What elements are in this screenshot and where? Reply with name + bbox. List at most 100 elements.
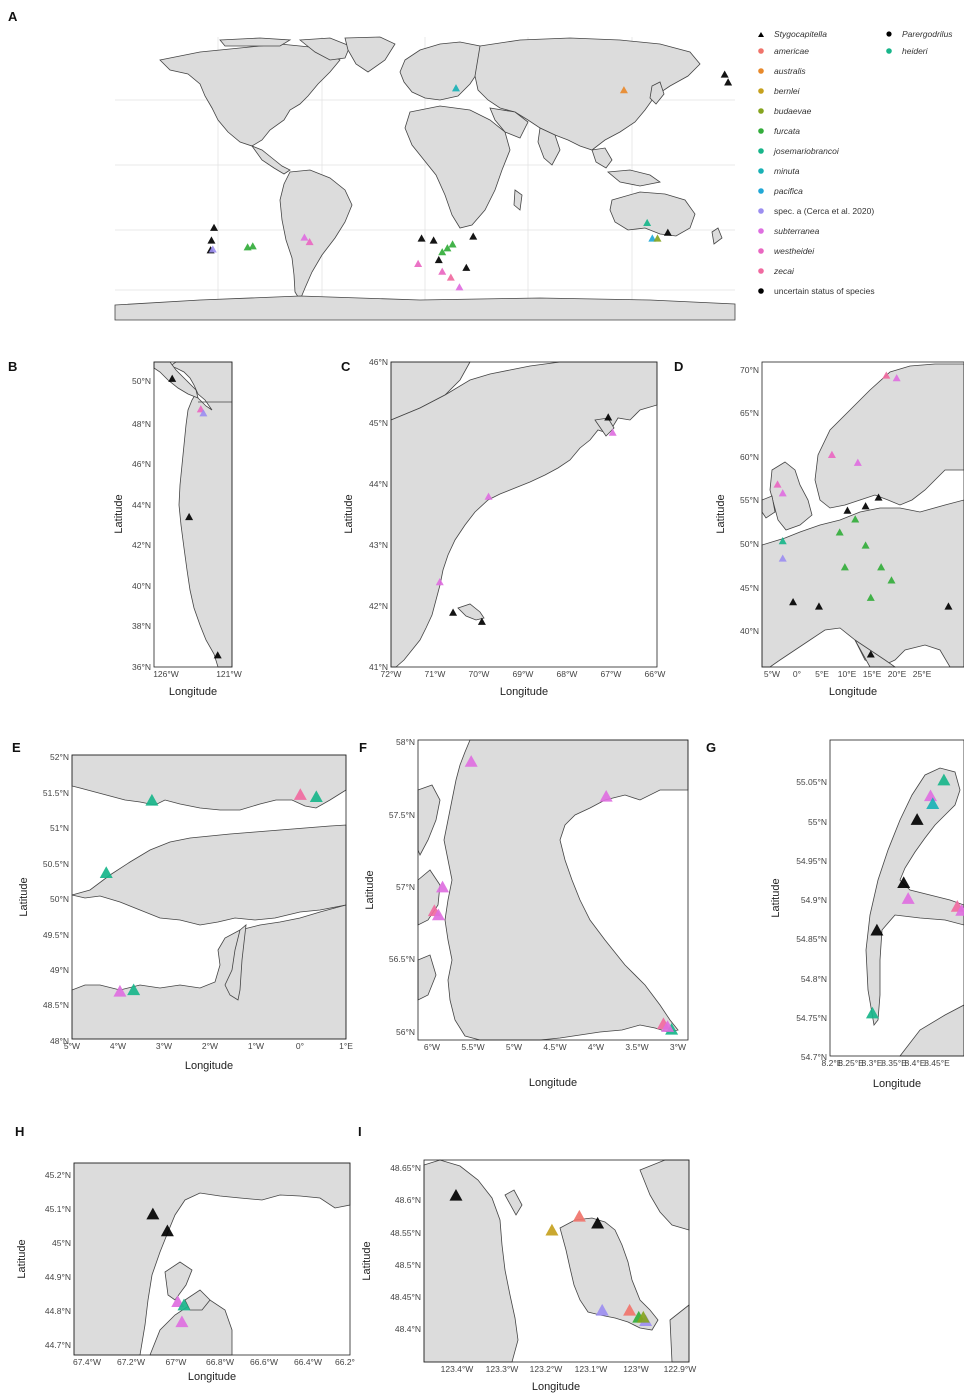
- x-axis-title: Longitude: [532, 1381, 580, 1393]
- legend-label: westheidei: [774, 246, 815, 256]
- y-tick-label: 42°N: [369, 601, 388, 611]
- y-tick-label: 56°N: [396, 1027, 415, 1037]
- occurrence-marker: [789, 598, 798, 606]
- occurrence-marker: [443, 244, 452, 252]
- legend-label: spec. a (Cerca et al. 2020): [774, 206, 874, 216]
- occurrence-marker: [926, 797, 940, 810]
- occurrence-marker: [599, 789, 613, 802]
- occurrence-marker: [168, 374, 177, 382]
- y-axis-title: Latitude: [343, 494, 355, 533]
- occurrence-marker: [937, 773, 951, 786]
- y-tick-label: 48°N: [50, 1036, 69, 1046]
- y-tick-label: 50°N: [740, 539, 759, 549]
- legend-swatch: [758, 128, 764, 134]
- x-tick-label: 25°E: [913, 669, 932, 679]
- panel-a-markers: [206, 70, 733, 291]
- occurrence-marker: [897, 876, 911, 889]
- x-tick-label: 5°W: [64, 1041, 80, 1051]
- occurrence-marker: [892, 374, 901, 382]
- occurrence-marker: [99, 866, 113, 878]
- x-tick-label: 69°W: [513, 669, 534, 679]
- legend-label: zecai: [773, 266, 795, 276]
- occurrence-marker: [661, 1020, 675, 1032]
- panel-d: D 5°W 0° 5°E 10°E 15°E 20°E 25°E 70°N 65°N 60°N 55…: [674, 359, 964, 698]
- occurrence-marker: [924, 789, 937, 802]
- x-tick-label: 20°E: [888, 669, 907, 679]
- x-tick-label: 71°W: [425, 669, 446, 679]
- occurrence-marker: [248, 242, 257, 250]
- x-axis-title: Longitude: [873, 1078, 921, 1090]
- stygocapitella-triangle-icon: [758, 32, 764, 37]
- y-tick-label: 44.8°N: [45, 1306, 71, 1316]
- occurrence-marker: [435, 578, 444, 586]
- occurrence-marker: [210, 223, 219, 231]
- y-tick-label: 44°N: [132, 500, 151, 510]
- occurrence-marker: [653, 234, 662, 242]
- panel-g: G 8.2°E8.25°E8.3°E8.35°E8.4°E8.45°E 55.05…: [706, 739, 964, 1090]
- y-tick-label: 48.5°N: [395, 1260, 421, 1270]
- x-tick-label: 66°W: [645, 669, 666, 679]
- y-tick-label: 55.05°N: [796, 777, 827, 787]
- y-tick-label: 54.95°N: [796, 856, 827, 866]
- legend-label: pacifica: [773, 186, 803, 196]
- y-tick-label: 65°N: [740, 408, 759, 418]
- y-tick-label: 36°N: [132, 662, 151, 672]
- x-tick-label: 8.2°E: [822, 1058, 843, 1068]
- occurrence-marker: [643, 218, 652, 227]
- panel-b-letter: B: [8, 359, 17, 374]
- occurrence-marker: [545, 1223, 559, 1236]
- occurrence-marker: [455, 283, 464, 291]
- y-tick-label: 44.9°N: [45, 1272, 71, 1282]
- y-tick-label: 49.5°N: [43, 930, 69, 940]
- y-tick-label: 46°N: [369, 357, 388, 367]
- occurrence-marker: [663, 228, 672, 236]
- legend-label: americae: [774, 46, 809, 56]
- y-tick-label: 46°N: [132, 459, 151, 469]
- legend-swatch: [758, 188, 764, 194]
- occurrence-marker: [887, 576, 896, 584]
- legend-swatch: [758, 68, 764, 74]
- x-tick-label: 123.4°W: [441, 1364, 474, 1374]
- y-tick-label: 41°N: [369, 662, 388, 672]
- occurrence-marker: [724, 78, 733, 86]
- occurrence-marker: [778, 554, 787, 562]
- occurrence-marker: [870, 923, 884, 936]
- occurrence-marker: [874, 493, 883, 501]
- y-tick-label: 43°N: [369, 540, 388, 550]
- y-tick-label: 45.1°N: [45, 1204, 71, 1214]
- y-tick-label: 54.9°N: [801, 895, 827, 905]
- y-tick-label: 48.4°N: [395, 1324, 421, 1334]
- legend-parergodrilus-header: Parergodrilus: [902, 29, 953, 39]
- occurrence-marker: [865, 1006, 879, 1019]
- y-tick-label: 40°N: [740, 626, 759, 636]
- legend-stygocapitella-header: Stygocapitella: [774, 29, 827, 39]
- panel-b: B 126°W 121°W 50°N 48°N 46°N 44°N 42°N 40°N 38°N…: [8, 359, 242, 698]
- legend-label: bernlei: [774, 86, 801, 96]
- y-tick-label: 57°N: [396, 882, 415, 892]
- x-tick-label: 1°W: [248, 1041, 264, 1051]
- y-tick-label: 54.85°N: [796, 934, 827, 944]
- occurrence-marker: [851, 515, 860, 523]
- occurrence-marker: [955, 904, 964, 916]
- y-tick-label: 42°N: [132, 540, 151, 550]
- x-tick-label: 6°W: [424, 1042, 440, 1052]
- occurrence-marker: [623, 1303, 637, 1316]
- occurrence-marker: [146, 1207, 160, 1220]
- y-tick-label: 45°N: [740, 583, 759, 593]
- occurrence-marker: [429, 236, 438, 244]
- x-axis-title: Longitude: [829, 686, 877, 698]
- panel-i: I 123.4°W 123.3°W 123.2°W 123.1°W 123°W 122.9…: [358, 1124, 696, 1393]
- occurrence-marker: [452, 84, 460, 92]
- x-tick-label: 4°W: [110, 1041, 126, 1051]
- panel-a-world-map: A: [8, 9, 736, 321]
- x-tick-label: 8.4°E: [905, 1058, 926, 1068]
- y-tick-label: 40°N: [132, 581, 151, 591]
- y-tick-label: 57.5°N: [389, 810, 415, 820]
- y-tick-label: 55°N: [808, 817, 827, 827]
- x-tick-label: 0°: [296, 1041, 304, 1051]
- y-tick-label: 54.7°N: [801, 1052, 827, 1062]
- occurrence-marker: [160, 1224, 174, 1237]
- x-tick-label: 67.2°W: [117, 1357, 145, 1367]
- occurrence-marker: [901, 892, 915, 904]
- occurrence-marker: [145, 793, 159, 806]
